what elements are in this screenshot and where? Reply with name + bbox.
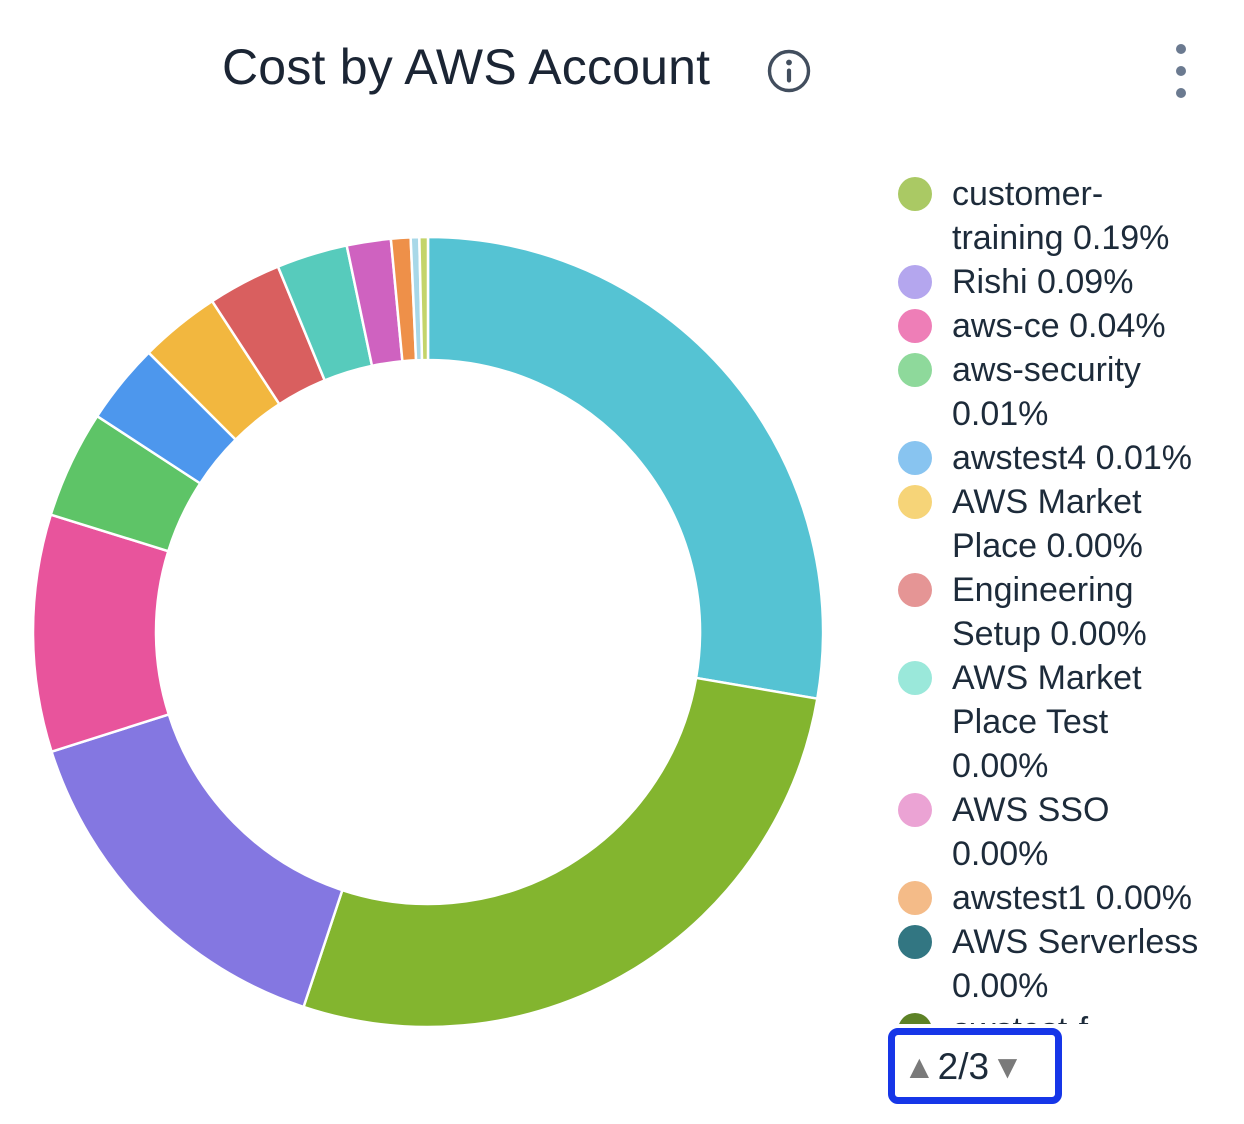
donut-chart[interactable] <box>28 232 828 1032</box>
legend-item[interactable]: customer-training 0.19% <box>898 172 1218 260</box>
legend-label: awstest4 0.01% <box>952 439 1193 477</box>
legend-label: aws-security 0.01% <box>952 351 1141 433</box>
legend-label: customer-training 0.19% <box>952 175 1170 257</box>
legend-label: Engineering Setup 0.00% <box>952 571 1147 653</box>
donut-segment[interactable] <box>418 235 430 362</box>
page-up-icon[interactable]: ▲ <box>903 1047 936 1085</box>
legend-label: Rishi 0.09% <box>952 263 1134 301</box>
legend-label: awstest-f <box>952 1008 1208 1024</box>
legend-color-dot <box>898 353 932 387</box>
legend-item[interactable]: aws-security 0.01% <box>898 348 1218 436</box>
donut-segment[interactable] <box>302 676 819 1029</box>
legend-color-dot <box>898 881 932 915</box>
legend-item[interactable]: AWS Serverless 0.00% <box>898 920 1218 1008</box>
legend-color-dot <box>898 793 932 827</box>
legend-item[interactable]: AWS SSO 0.00% <box>898 788 1218 876</box>
legend-color-dot <box>898 925 932 959</box>
legend: customer-training 0.19% Rishi 0.09% aws-ce… <box>898 172 1218 1024</box>
kebab-dot <box>1176 88 1186 98</box>
legend-item[interactable]: AWS Market Place Test 0.00% <box>898 656 1218 788</box>
legend-label: awstest1 0.00% <box>952 879 1193 917</box>
legend-color-dot <box>898 661 932 695</box>
info-icon[interactable] <box>766 48 812 94</box>
legend-item[interactable]: awstest-f <box>898 1008 1218 1024</box>
donut-segment[interactable] <box>31 513 171 753</box>
kebab-menu-icon[interactable] <box>1170 42 1192 100</box>
widget-title: Cost by AWS Account <box>222 39 711 95</box>
legend-label: AWS Market Place Test 0.00% <box>952 659 1142 785</box>
legend-label: AWS Market Place 0.00% <box>952 483 1143 565</box>
legend-item[interactable]: AWS Market Place 0.00% <box>898 480 1218 568</box>
legend-pagination[interactable]: ▲ 2/3 ▼ <box>888 1028 1062 1104</box>
legend-item[interactable]: awstest1 0.00% <box>898 876 1218 920</box>
donut-segment[interactable] <box>50 713 344 1009</box>
legend-color-dot <box>898 177 932 211</box>
legend-label: AWS Serverless 0.00% <box>952 923 1199 1005</box>
kebab-dot <box>1176 44 1186 54</box>
legend-color-dot <box>898 485 932 519</box>
legend-color-dot <box>898 441 932 475</box>
legend-item[interactable]: Engineering Setup 0.00% <box>898 568 1218 656</box>
legend-color-dot <box>898 309 932 343</box>
legend-item[interactable]: Rishi 0.09% <box>898 260 1218 304</box>
legend-label: aws-ce 0.04% <box>952 307 1166 345</box>
donut-segment[interactable] <box>426 235 825 700</box>
kebab-dot <box>1176 66 1186 76</box>
legend-color-dot <box>898 573 932 607</box>
page-indicator: 2/3 <box>937 1045 990 1087</box>
legend-color-dot <box>898 1013 932 1024</box>
legend-item[interactable]: aws-ce 0.04% <box>898 304 1218 348</box>
legend-label: AWS SSO 0.00% <box>952 791 1110 873</box>
page-down-icon[interactable]: ▼ <box>991 1047 1024 1085</box>
legend-color-dot <box>898 265 932 299</box>
legend-item[interactable]: awstest4 0.01% <box>898 436 1218 480</box>
